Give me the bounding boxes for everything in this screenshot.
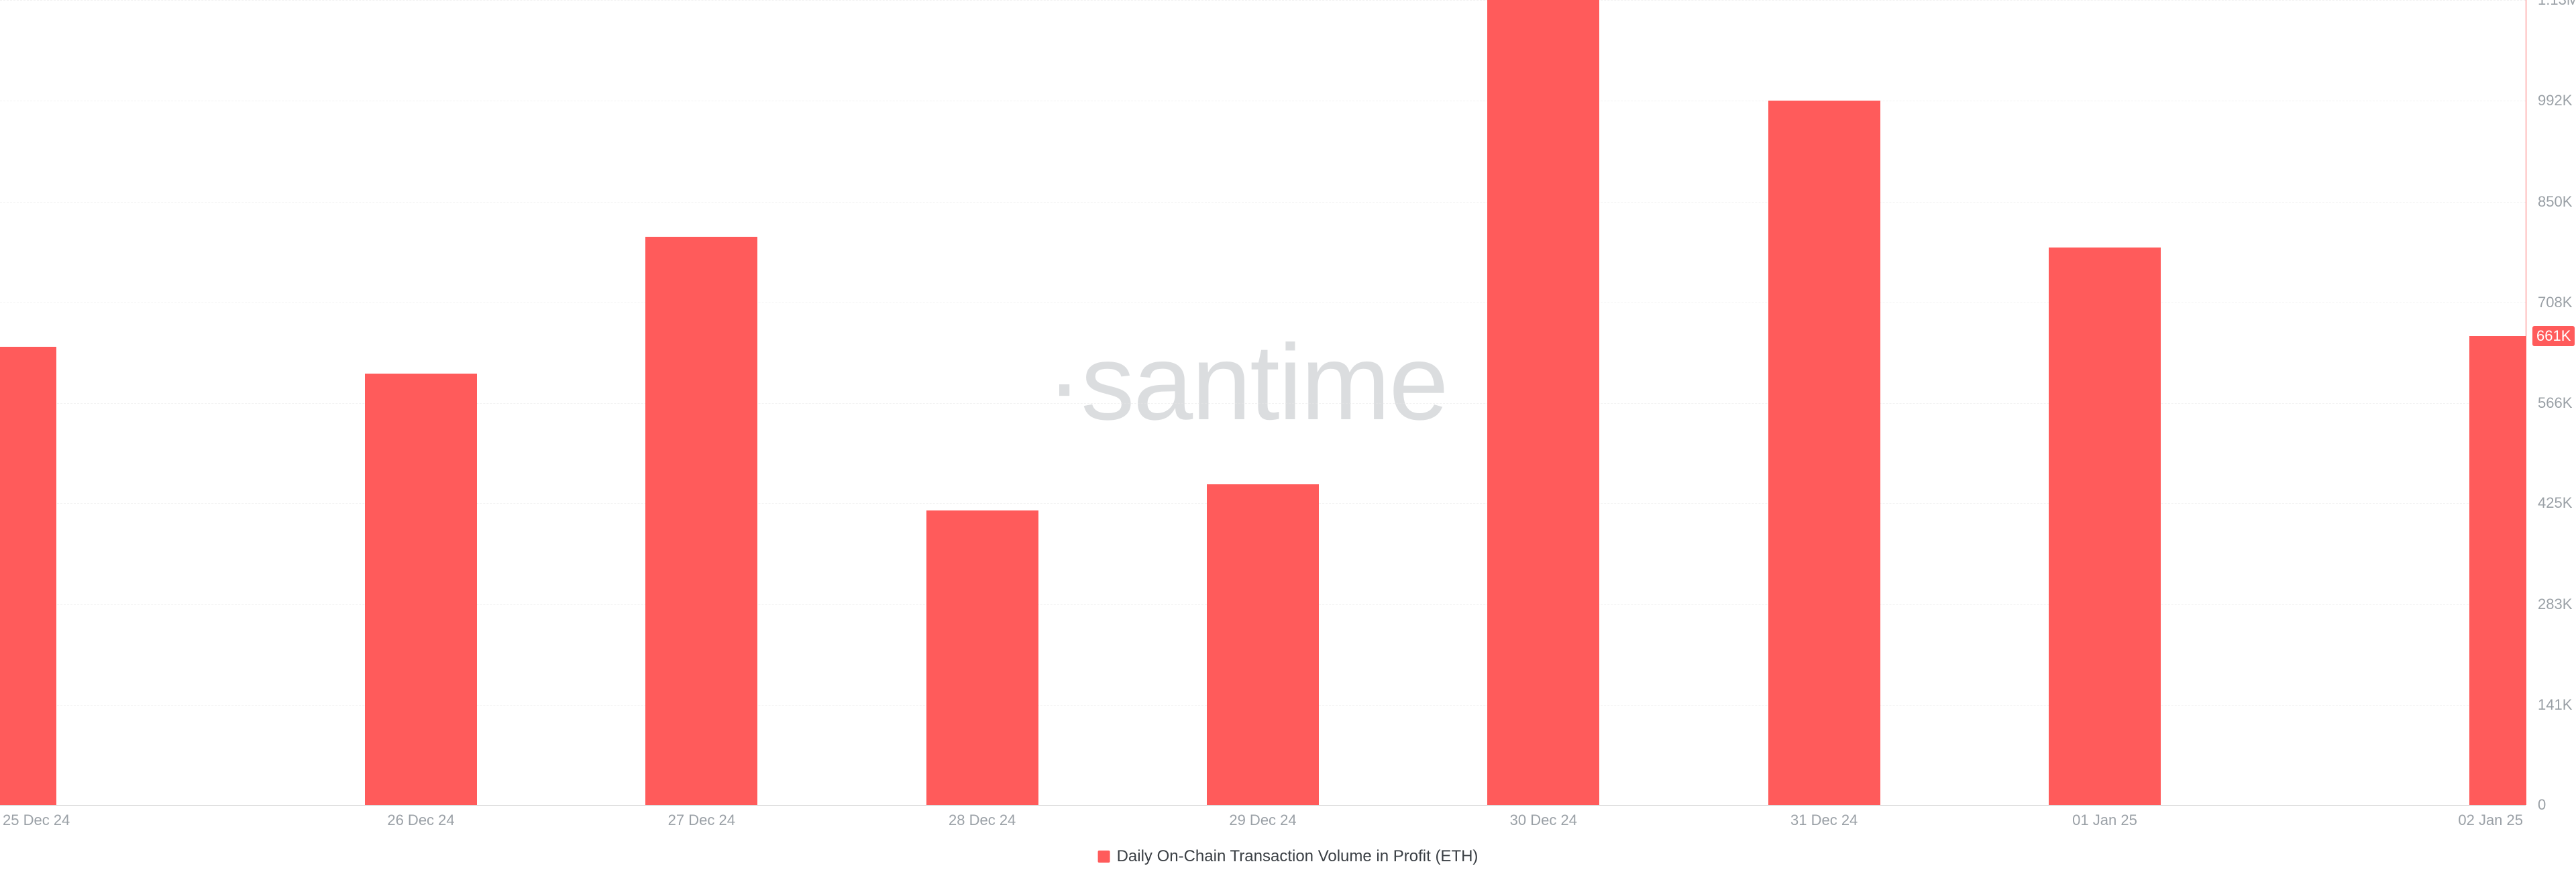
- x-tick-label: 26 Dec 24: [387, 812, 454, 829]
- x-tick-label: 02 Jan 25: [2458, 812, 2523, 829]
- legend-swatch: [1098, 851, 1110, 863]
- x-tick-label: 01 Jan 25: [2072, 812, 2137, 829]
- bar: [365, 374, 477, 805]
- plot-area: ·santime: [0, 0, 2526, 805]
- y-tick-label: 1.13M: [2538, 0, 2576, 9]
- x-tick-label: 30 Dec 24: [1510, 812, 1577, 829]
- y-tick-label: 992K: [2538, 92, 2572, 109]
- gridline: [0, 202, 2526, 203]
- y-tick-label: 566K: [2538, 394, 2572, 412]
- legend-label: Daily On-Chain Transaction Volume in Pro…: [1117, 847, 1479, 866]
- y-tick-label: 425K: [2538, 494, 2572, 512]
- x-tick-label: 28 Dec 24: [949, 812, 1016, 829]
- x-tick-label: 27 Dec 24: [668, 812, 735, 829]
- x-tick-label: 25 Dec 24: [3, 812, 70, 829]
- bar: [1207, 484, 1319, 805]
- bar: [1487, 0, 1599, 805]
- bar: [2049, 248, 2161, 805]
- legend: Daily On-Chain Transaction Volume in Pro…: [1098, 847, 1479, 866]
- gridline: [0, 0, 2526, 1]
- x-tick-label: 31 Dec 24: [1790, 812, 1858, 829]
- y-tick-label: 0: [2538, 796, 2546, 814]
- y-tick-label: 708K: [2538, 294, 2572, 311]
- bar: [1768, 101, 1880, 805]
- bar: [926, 510, 1038, 805]
- x-tick-label: 29 Dec 24: [1229, 812, 1296, 829]
- x-axis-baseline: [0, 805, 2526, 806]
- y-tick-label: 283K: [2538, 596, 2572, 613]
- y-tick-label: 850K: [2538, 193, 2572, 211]
- y-tick-label: 141K: [2538, 696, 2572, 714]
- bar: [0, 347, 56, 805]
- y-current-value-badge: 661K: [2532, 326, 2575, 346]
- chart-container: ·santime Daily On-Chain Transaction Volu…: [0, 0, 2576, 872]
- bar: [2469, 336, 2526, 805]
- watermark-text: ·santime: [1046, 329, 1448, 436]
- bar: [645, 237, 757, 805]
